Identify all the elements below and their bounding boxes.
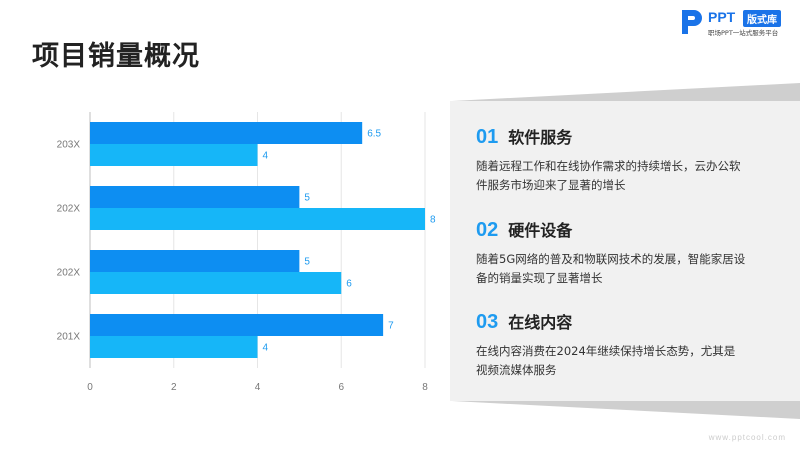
x-tick-label: 8 xyxy=(422,382,428,393)
info-item-content: 03 在线内容 在线内容消费在2024年继续保持增长态势，尤其是视频流媒体服务 xyxy=(476,309,776,380)
info-item-software: 01 软件服务 随着远程工作和在线协作需求的持续增长，云办公软件服务市场迎来了显著… xyxy=(476,124,776,195)
bar xyxy=(90,336,258,358)
item-number: 02 xyxy=(476,219,499,241)
bar xyxy=(90,272,342,294)
category-label: 201X xyxy=(57,332,81,343)
x-tick-label: 6 xyxy=(338,382,344,393)
item-description: 随着5G网络的普及和物联网技术的发展，智能家居设备的销量实现了显著增长 xyxy=(476,252,746,285)
logo-tagline: 职场PPT一站式服务平台 xyxy=(708,29,779,37)
data-label: 8 xyxy=(430,215,436,226)
data-label: 5 xyxy=(304,257,310,268)
item-description: 随着远程工作和在线协作需求的持续增长，云办公软件服务市场迎来了显著的增长 xyxy=(476,159,741,192)
logo-brand: PPT xyxy=(708,9,736,25)
data-label: 4 xyxy=(263,151,269,162)
bottom-decoration xyxy=(452,401,800,419)
data-label: 6 xyxy=(346,279,352,290)
data-label: 7 xyxy=(388,321,394,332)
item-number: 01 xyxy=(476,126,499,148)
data-label: 4 xyxy=(263,343,269,354)
bar xyxy=(90,208,425,230)
x-tick-label: 2 xyxy=(171,382,177,393)
bar xyxy=(90,314,384,336)
item-description: 在线内容消费在2024年继续保持增长态势，尤其是视频流媒体服务 xyxy=(476,344,736,377)
item-heading: 硬件设备 xyxy=(508,221,573,240)
bar-chart: 0 2 4 6 8 7 4 201X 5 6 202X 5 8 202X 6.5 4 203X xyxy=(57,112,436,393)
top-decoration xyxy=(452,83,800,101)
data-label: 5 xyxy=(304,193,310,204)
item-heading: 软件服务 xyxy=(508,128,573,147)
bar xyxy=(90,122,363,144)
x-tick-label: 0 xyxy=(87,382,93,393)
brand-logo: PPT 版式库 职场PPT一站式服务平台 xyxy=(680,8,795,38)
info-item-hardware: 02 硬件设备 随着5G网络的普及和物联网技术的发展，智能家居设备的销量实现了显著… xyxy=(476,217,776,288)
logo-badge: 版式库 xyxy=(743,10,781,27)
page-title: 项目销量概况 xyxy=(32,41,200,72)
category-label: 202X xyxy=(57,204,81,215)
bar xyxy=(90,144,258,166)
website-footer: www.pptcool.com xyxy=(708,433,786,442)
ppt-logo-icon xyxy=(682,10,702,34)
bar xyxy=(90,250,300,272)
x-tick-label: 4 xyxy=(255,382,261,393)
category-label: 202X xyxy=(57,268,81,279)
item-heading: 在线内容 xyxy=(508,313,573,332)
category-label: 203X xyxy=(57,140,81,151)
data-label: 6.5 xyxy=(367,129,381,140)
item-number: 03 xyxy=(476,311,499,333)
bar xyxy=(90,186,300,208)
info-panel xyxy=(450,101,800,401)
